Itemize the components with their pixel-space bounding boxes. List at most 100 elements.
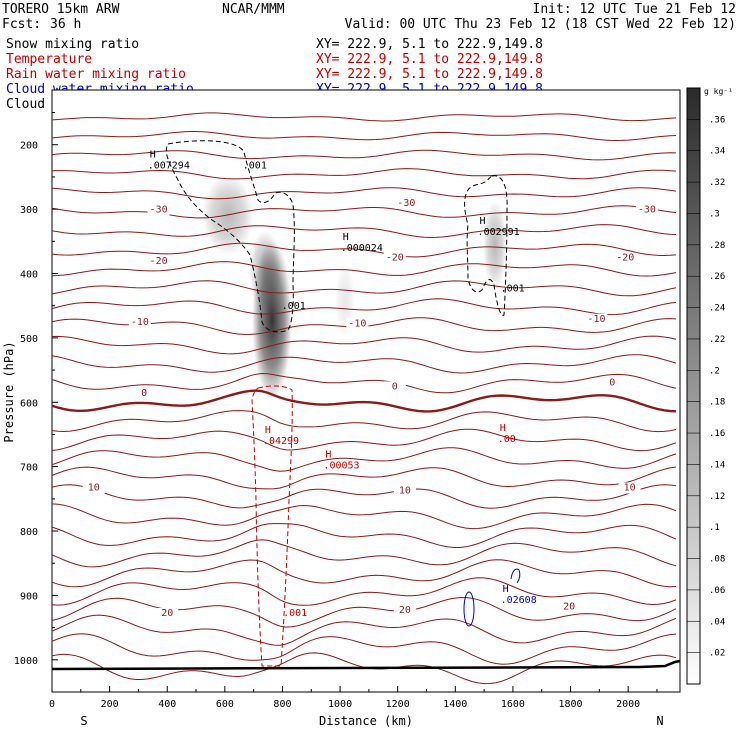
- field-label: Snow mixing ratio: [6, 37, 139, 52]
- annotation-value: .000024: [341, 243, 383, 254]
- temperature-label: -30: [638, 204, 656, 215]
- isotherm: [52, 633, 677, 665]
- temperature-label: -10: [587, 314, 605, 325]
- isotherm: [52, 466, 677, 490]
- label-bg: [393, 485, 416, 497]
- colorbar-label: .06: [709, 586, 725, 596]
- field-label: Temperature: [6, 52, 92, 67]
- valid-time: Valid: 00 UTC Thu 23 Feb 12 (18 CST Wed …: [345, 17, 736, 32]
- annotation-value: .002991: [478, 227, 520, 238]
- y-tick-label: 1000: [14, 656, 38, 667]
- x-tick-label: 600: [216, 699, 234, 710]
- high-marker: H: [503, 584, 509, 595]
- x-tick-label: 400: [158, 699, 176, 710]
- fcst-value: 36 h: [50, 17, 81, 32]
- isotherm: [52, 187, 677, 200]
- isotherm: [52, 410, 677, 433]
- temperature-label: -10: [348, 318, 366, 329]
- label-bg: [614, 252, 637, 264]
- annotation-value: .001: [243, 161, 267, 172]
- temperature-label: 10: [88, 482, 100, 493]
- x-tick-label: 1400: [443, 699, 467, 710]
- isotherm: [52, 428, 677, 452]
- high-marker: H: [343, 232, 349, 243]
- colorbar-label: .28: [709, 241, 725, 251]
- x-tick-label: 800: [273, 699, 291, 710]
- annotation-value: .02608: [501, 595, 537, 606]
- high-marker: H: [150, 150, 156, 161]
- colorbar-label: .22: [709, 335, 725, 345]
- terrain-line: [52, 659, 680, 671]
- isotherm: [52, 503, 677, 530]
- label-bg: [128, 317, 151, 329]
- x-tick-label: 1800: [558, 699, 582, 710]
- annotation-value: .00: [498, 434, 516, 445]
- x-tick-label: 1600: [501, 699, 525, 710]
- colorbar-label: .34: [709, 147, 725, 157]
- isotherm: [52, 242, 677, 258]
- fcst-label: Fcst:: [2, 17, 41, 32]
- snow-blob-right: [483, 200, 507, 290]
- colorbar-label: .18: [709, 398, 725, 408]
- field-label: Rain water mixing ratio: [6, 67, 186, 82]
- isotherm: [52, 131, 677, 142]
- label-bg: [133, 387, 156, 399]
- label-bg: [147, 204, 170, 216]
- y-tick-label: 900: [20, 591, 38, 602]
- label-bg: [82, 482, 105, 494]
- colorbar-label: .04: [709, 617, 725, 627]
- label-bg: [585, 313, 608, 325]
- isotherm: [52, 447, 677, 472]
- x-axis-label: Distance (km): [319, 714, 413, 728]
- x-tick-label: 0: [49, 699, 55, 710]
- isotherm: [52, 539, 677, 568]
- colorbar-label: .24: [709, 304, 725, 314]
- isotherm: [52, 298, 677, 316]
- cloud-water-contour: [463, 591, 475, 627]
- annotation-value: .04299: [263, 436, 299, 447]
- colorbar-label: .1: [709, 523, 720, 533]
- temperature-label: -20: [616, 253, 634, 264]
- label-bg: [635, 204, 658, 216]
- y-tick-label: 600: [20, 398, 38, 409]
- colorbar-label: .12: [709, 492, 725, 502]
- high-marker: H: [480, 216, 486, 227]
- plot-frame: [51, 89, 681, 693]
- y-axis: 200 300 400 500 600 700 800 900 1000: [14, 112, 58, 667]
- isotherm: [52, 354, 677, 374]
- temperature-label: 0: [609, 378, 615, 389]
- colorbar-label: .36: [709, 115, 725, 125]
- field-xy: XY= 222.9, 5.1 to 222.9,149.8: [316, 37, 543, 52]
- south-label: S: [80, 714, 87, 728]
- colorbar-label: .16: [709, 429, 725, 439]
- colorbar: .36 .34 .32 .3 .28 .26 .24 .22 .2 .18 .16 .14 .12 .1.…: [686, 87, 725, 685]
- isotherm: [52, 149, 677, 161]
- center-title: NCAR/MMM: [222, 2, 285, 17]
- isotherm: [52, 614, 677, 646]
- field-annotations: H.007294.001H.002991.001.001H.000024H.04…: [148, 150, 537, 619]
- isotherm: [52, 577, 677, 606]
- north-label: N: [656, 714, 663, 728]
- cloud-ice-contour-left: [165, 140, 295, 333]
- temperature-label: 20: [161, 608, 173, 619]
- y-tick-label: 800: [20, 527, 38, 538]
- isotherm: [52, 596, 677, 628]
- model-title: TORERO 15km ARW: [2, 2, 120, 17]
- rain-water-contours: [251, 385, 293, 667]
- x-tick-label: 1200: [386, 699, 410, 710]
- temperature-label: 20: [399, 605, 411, 616]
- label-bg: [393, 604, 416, 616]
- label-bg: [346, 318, 369, 330]
- high-marker: H: [500, 423, 506, 434]
- cloud-ice-contours: [165, 140, 508, 333]
- y-tick-label: 300: [20, 205, 38, 216]
- y-axis-label: Pressure (hPa): [2, 341, 16, 442]
- field-xy: XY= 222.9, 5.1 to 222.9,149.8: [316, 52, 543, 67]
- rain-water-contour: [251, 385, 293, 667]
- colorbar-label: .08: [709, 555, 725, 565]
- colorbar-label: .3: [709, 209, 720, 219]
- label-bg: [395, 197, 418, 209]
- temperature-label: -10: [131, 317, 149, 328]
- x-axis: 0 200 400 600 800 1000 1200 1400 1600 1800 2000: [49, 686, 658, 710]
